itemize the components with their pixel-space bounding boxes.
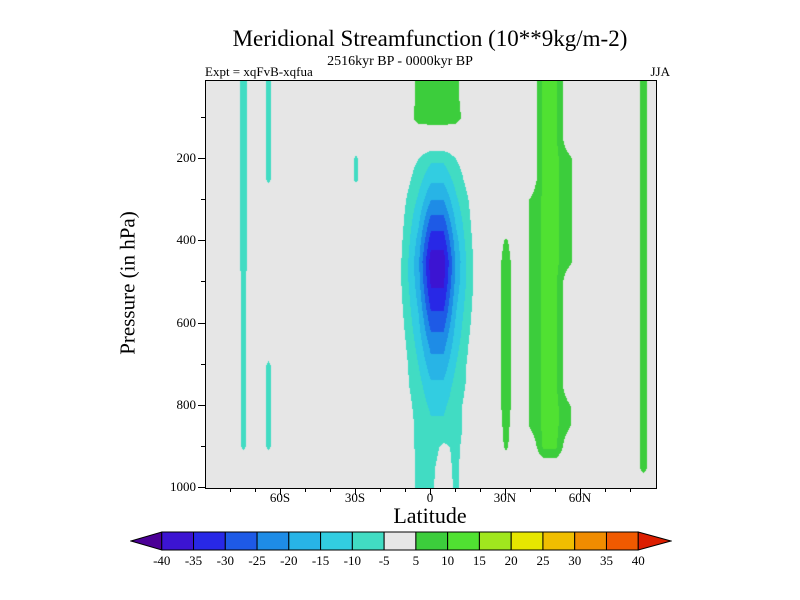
x-tick-label: 60S (269, 490, 291, 505)
axis-tick (630, 488, 631, 492)
axis-tick (255, 488, 256, 492)
colorbar-tick-label: 25 (536, 553, 549, 568)
colorbar: -40 -35 -30 -25 -20 -15 -10 -5 5 10 15 20 25 30 35 40 (130, 531, 672, 568)
colorbar-tick-label: 20 (505, 553, 518, 568)
x-tick-label: 30S (344, 490, 366, 505)
colorbar-tick-label: -20 (280, 553, 297, 568)
y-tick-label: 200 (176, 150, 197, 166)
axis-tick (405, 488, 406, 492)
colorbar-tick-label: -25 (248, 553, 265, 568)
axis-tick (198, 487, 205, 488)
colorbar-segment (224, 531, 258, 551)
plot-area (205, 80, 657, 489)
colorbar-segment (383, 531, 417, 551)
axis-tick (330, 488, 331, 492)
axis-tick (555, 488, 556, 492)
colorbar-tick-label: -10 (344, 553, 361, 568)
colorbar-segment (542, 531, 576, 551)
axis-tick (198, 158, 205, 160)
axis-tick (280, 488, 281, 495)
colorbar-tick-label: -35 (185, 553, 202, 568)
colorbar-segment (193, 531, 226, 551)
colorbar-segment (161, 531, 195, 551)
axis-tick (580, 488, 581, 495)
y-tick-label: 600 (176, 314, 197, 330)
colorbar-tick-label: 30 (568, 553, 581, 568)
x-tick-label: 30N (493, 490, 517, 505)
colorbar-segment (351, 531, 385, 551)
x-tick-label: 60N (568, 490, 592, 505)
season-label: JJA (650, 64, 670, 79)
colorbar-segment (510, 531, 544, 551)
axis-tick (455, 488, 456, 492)
axis-tick (198, 240, 205, 242)
x-tick-label: 0 (426, 490, 434, 505)
axis-tick (201, 445, 205, 447)
x-axis-title: Latitude (393, 503, 467, 528)
axis-tick (201, 363, 205, 365)
colorbar-segment (288, 531, 322, 551)
colorbar-tick-label: -30 (217, 553, 234, 568)
colorbar-segment (415, 531, 449, 551)
y-tick-label: 800 (176, 396, 197, 412)
colorbar-tick-label: -15 (312, 553, 329, 568)
axis-tick (480, 488, 481, 492)
colorbar-tick-label: 35 (600, 553, 613, 568)
colorbar-tick-label: 15 (473, 553, 486, 568)
axis-tick (305, 488, 306, 492)
experiment-label: Expt = xqFvB-xqfua (205, 64, 313, 79)
colorbar-segment (256, 531, 290, 551)
axis-tick (198, 404, 205, 406)
axis-tick (380, 488, 381, 492)
axis-tick (605, 488, 606, 492)
colorbar-tick-label: 5 (413, 553, 420, 568)
colorbar-segment (574, 531, 607, 551)
chart-title: Meridional Streamfunction (10**9kg/m-2) (232, 26, 628, 51)
colorbar-segment (447, 531, 480, 551)
colorbar-segment (130, 531, 163, 551)
axis-tick (201, 199, 205, 201)
colorbar-tick-label: -40 (153, 553, 170, 568)
axis-tick (530, 488, 531, 492)
y-axis-title: Pressure (in hPa) (115, 211, 140, 355)
axis-tick (201, 281, 205, 283)
colorbar-segment (320, 531, 353, 551)
colorbar-tick-label: 40 (632, 553, 645, 568)
colorbar-segment (637, 531, 672, 551)
axis-tick (201, 117, 205, 118)
contour-canvas (206, 81, 656, 488)
axis-tick (430, 488, 431, 495)
y-tick-label: 400 (176, 232, 197, 248)
axis-tick (230, 488, 231, 492)
y-tick-label: 1000 (170, 479, 196, 494)
axis-tick (355, 488, 356, 495)
axis-tick (505, 488, 506, 495)
colorbar-tick-label: 10 (441, 553, 454, 568)
axis-tick (198, 322, 205, 324)
chart-subtitle: 2516kyr BP - 0000kyr BP (327, 54, 473, 69)
colorbar-tick-label: -5 (379, 553, 390, 568)
colorbar-segment (478, 531, 512, 551)
colorbar-segment (605, 531, 639, 551)
